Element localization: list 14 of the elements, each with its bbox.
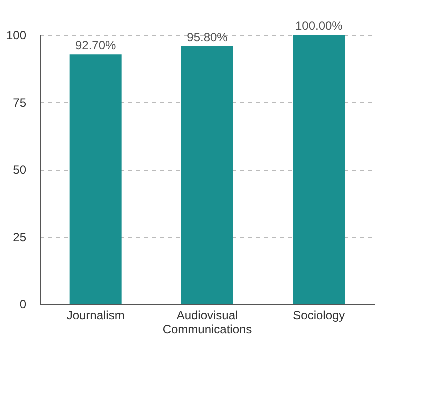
x-tick-label: Journalism	[66, 308, 125, 322]
y-tick-label: 25	[13, 230, 27, 244]
data-label: 100.00%	[295, 19, 344, 33]
bar	[182, 46, 234, 304]
x-tick-label: Audiovisual Communications	[162, 308, 252, 336]
y-tick-label: 100	[6, 28, 27, 42]
y-tick-label: 75	[13, 96, 27, 110]
y-tick-label: 0	[20, 298, 27, 312]
x-tick-label: Sociology	[293, 308, 346, 322]
y-tick-label: 50	[13, 163, 27, 177]
data-label: 95.80%	[187, 30, 228, 44]
bar	[70, 54, 122, 304]
data-label: 92.70%	[75, 38, 117, 53]
bar	[293, 35, 346, 304]
